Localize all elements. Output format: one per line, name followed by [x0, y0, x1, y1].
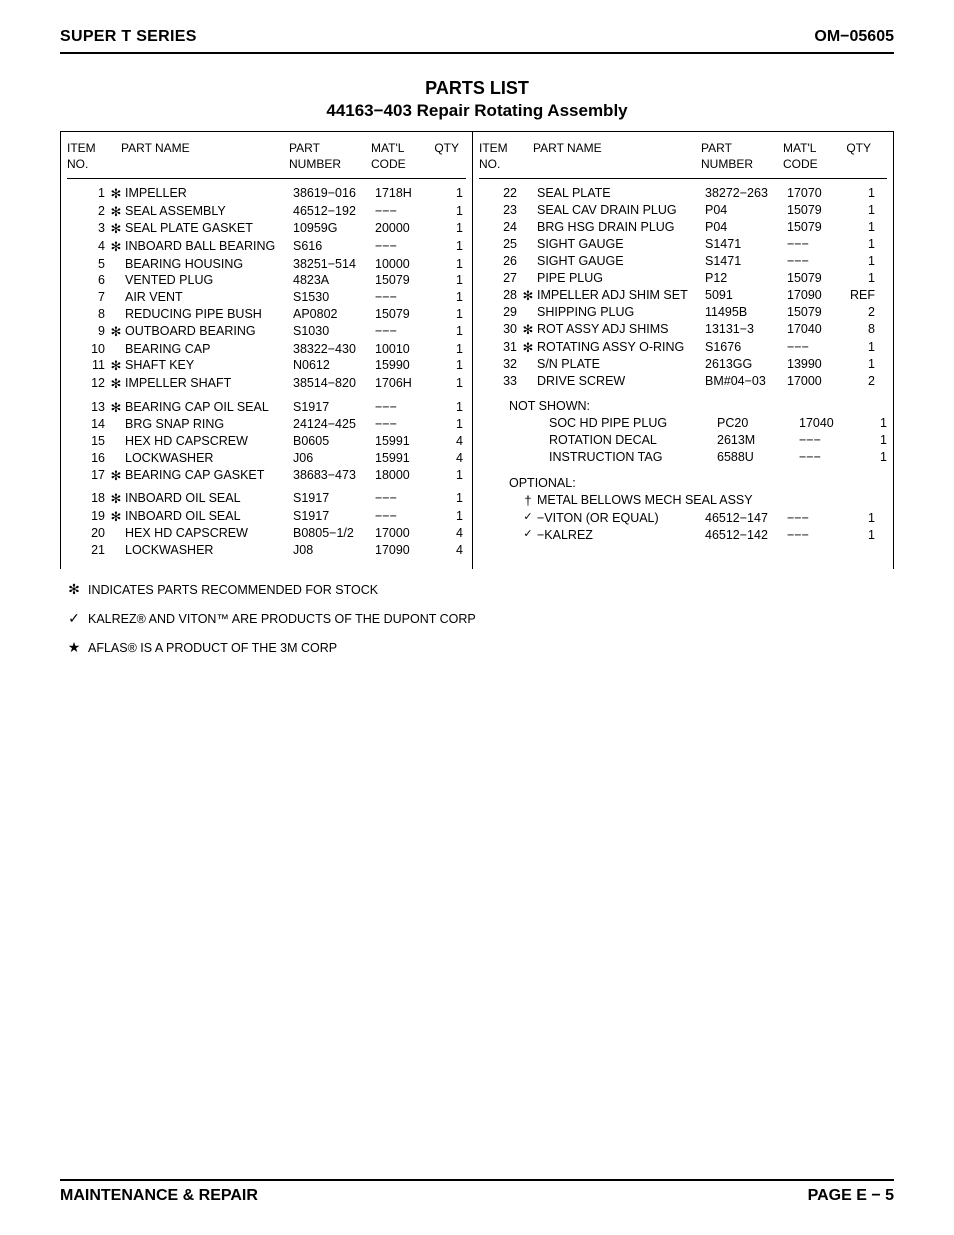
- parts-row: 19✻INBOARD OIL SEALS1917−−−1: [67, 508, 466, 526]
- parts-row: 7AIR VENTS1530−−−1: [67, 289, 466, 306]
- parts-row: 20HEX HD CAPSCREWB0805−1/2170004: [67, 525, 466, 542]
- parts-row: 4✻INBOARD BALL BEARINGS616−−−1: [67, 238, 466, 256]
- column-headers: ITEMNO. PART NAME PARTNUMBER MAT'LCODE Q…: [479, 140, 887, 179]
- parts-row: 13✻BEARING CAP OIL SEALS1917−−−1: [67, 399, 466, 417]
- note-line: ★AFLAS® IS A PRODUCT OF THE 3M CORP: [60, 639, 894, 656]
- parts-row: 32S/N PLATE2613GG139901: [479, 356, 887, 373]
- parts-row: 27PIPE PLUGP12150791: [479, 270, 887, 287]
- optional-header-row: † METAL BELLOWS MECH SEAL ASSY: [479, 492, 887, 510]
- parts-column-left: ITEMNO. PART NAME PARTNUMBER MAT'LCODE Q…: [61, 132, 473, 569]
- parts-row: 22SEAL PLATE38272−263170701: [479, 185, 887, 202]
- parts-table: ITEMNO. PART NAME PARTNUMBER MAT'LCODE Q…: [60, 131, 894, 569]
- parts-row: 6VENTED PLUG4823A150791: [67, 272, 466, 289]
- parts-row: 17✻BEARING CAP GASKET38683−473180001: [67, 467, 466, 485]
- series-title: SUPER T SERIES: [60, 28, 197, 46]
- column-headers: ITEMNO. PART NAME PARTNUMBER MAT'LCODE Q…: [67, 140, 466, 179]
- parts-row: 25SIGHT GAUGES1471−−−1: [479, 236, 887, 253]
- parts-row: 12✻IMPELLER SHAFT38514−8201706H1: [67, 375, 466, 393]
- title-line-1: PARTS LIST: [60, 78, 894, 99]
- not-shown-row: ROTATION DECAL2613M−−−1: [479, 432, 887, 449]
- footer-right: PAGE E − 5: [808, 1187, 894, 1205]
- parts-row: 15HEX HD CAPSCREWB0605159914: [67, 433, 466, 450]
- parts-row: 30✻ROT ASSY ADJ SHIMS13131−3170408: [479, 321, 887, 339]
- note-line: ✻INDICATES PARTS RECOMMENDED FOR STOCK: [60, 581, 894, 598]
- optional-row: ✓−KALREZ46512−142−−−1: [479, 527, 887, 544]
- doc-code: OM−05605: [814, 28, 894, 46]
- note-line: ✓KALREZ® AND VITON™ ARE PRODUCTS OF THE …: [60, 610, 894, 627]
- parts-row: 14BRG SNAP RING24124−425−−−1: [67, 416, 466, 433]
- page-header: SUPER T SERIES OM−05605: [60, 28, 894, 54]
- parts-row: 31✻ROTATING ASSY O-RINGS1676−−−1: [479, 339, 887, 357]
- parts-row: 33DRIVE SCREWBM#04−03170002: [479, 373, 887, 390]
- parts-row: 8REDUCING PIPE BUSHAP0802150791: [67, 306, 466, 323]
- parts-column-right: ITEMNO. PART NAME PARTNUMBER MAT'LCODE Q…: [473, 132, 893, 569]
- not-shown-row: INSTRUCTION TAG6588U−−−1: [479, 449, 887, 466]
- not-shown-label: NOT SHOWN:: [479, 398, 887, 415]
- parts-row: 2✻SEAL ASSEMBLY46512−192−−−1: [67, 203, 466, 221]
- parts-row: 21LOCKWASHERJ08170904: [67, 542, 466, 559]
- parts-row: 3✻SEAL PLATE GASKET10959G200001: [67, 220, 466, 238]
- parts-row: 11✻SHAFT KEYN0612159901: [67, 357, 466, 375]
- parts-row: 26SIGHT GAUGES1471−−−1: [479, 253, 887, 270]
- parts-row: 9✻OUTBOARD BEARINGS1030−−−1: [67, 323, 466, 341]
- parts-row: 5BEARING HOUSING38251−514100001: [67, 256, 466, 273]
- not-shown-row: SOC HD PIPE PLUGPC20170401: [479, 415, 887, 432]
- footer-left: MAINTENANCE & REPAIR: [60, 1187, 258, 1205]
- parts-row: 10BEARING CAP38322−430100101: [67, 341, 466, 358]
- parts-row: 28✻IMPELLER ADJ SHIM SET509117090REF: [479, 287, 887, 305]
- notes-block: ✻INDICATES PARTS RECOMMENDED FOR STOCK ✓K…: [60, 581, 894, 656]
- optional-label: OPTIONAL:: [479, 475, 887, 492]
- parts-row: 23SEAL CAV DRAIN PLUGP04150791: [479, 202, 887, 219]
- parts-row: 29SHIPPING PLUG11495B150792: [479, 304, 887, 321]
- parts-row: 16LOCKWASHERJ06159914: [67, 450, 466, 467]
- parts-row: 18✻INBOARD OIL SEALS1917−−−1: [67, 490, 466, 508]
- title-block: PARTS LIST 44163−403 Repair Rotating Ass…: [60, 78, 894, 121]
- parts-row: 24BRG HSG DRAIN PLUGP04150791: [479, 219, 887, 236]
- title-line-2: 44163−403 Repair Rotating Assembly: [60, 101, 894, 121]
- optional-row: ✓−VITON (OR EQUAL)46512−147−−−1: [479, 510, 887, 527]
- page-footer: MAINTENANCE & REPAIR PAGE E − 5: [60, 1179, 894, 1205]
- parts-row: 1✻IMPELLER38619−0161718H1: [67, 185, 466, 203]
